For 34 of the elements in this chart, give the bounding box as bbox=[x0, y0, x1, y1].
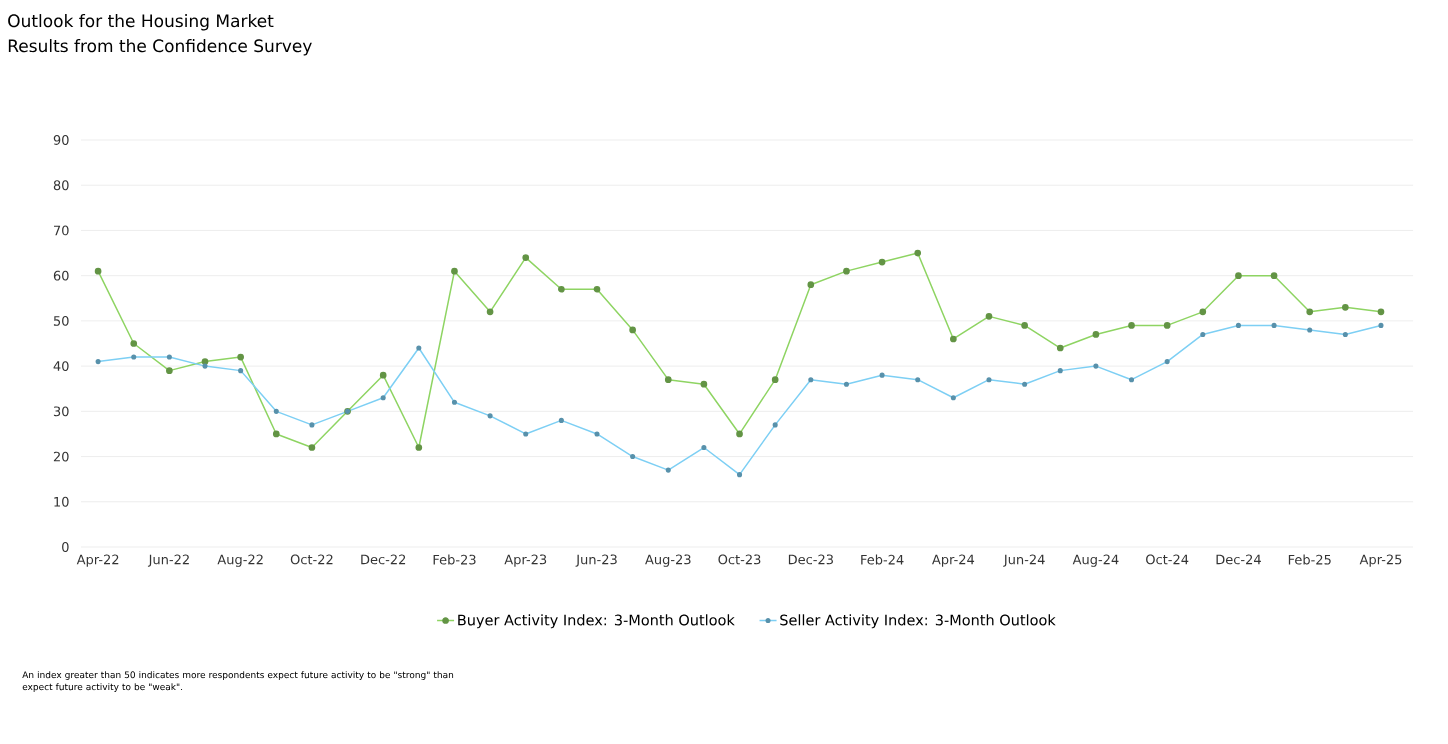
y-tick-label: 0 bbox=[62, 542, 69, 552]
x-tick-label: Apr-22 bbox=[76, 554, 119, 567]
x-tick-label: Apr-25 bbox=[1359, 554, 1402, 567]
x-tick-label: Dec-22 bbox=[361, 554, 406, 565]
x-tick-label: Apr-23 bbox=[504, 554, 547, 567]
y-tick-label: 90 bbox=[53, 135, 69, 145]
x-tick-label: Jun-22 bbox=[147, 554, 189, 567]
y-tick-label: 10 bbox=[54, 496, 69, 507]
y-tick-label: 80 bbox=[53, 180, 69, 191]
chart-title: Outlook for the Housing Market bbox=[8, 14, 274, 31]
x-tick-label: Feb-25 bbox=[1288, 554, 1331, 565]
y-tick-label: 20 bbox=[53, 451, 69, 462]
x-tick-label: Feb-23 bbox=[433, 554, 476, 565]
chart-subtitle: Results from the Confidence Survey bbox=[8, 39, 312, 56]
x-tick-label: Dec-24 bbox=[1216, 554, 1261, 565]
x-tick-label: Aug-23 bbox=[645, 554, 691, 567]
x-tick-label: Apr-24 bbox=[932, 554, 975, 567]
y-tick-label: 30 bbox=[53, 406, 69, 417]
text: An index greater than 50 indicates more respondents expect future activity to be "strong" than expect future activity to be "weak". bbox=[22, 671, 454, 692]
x-tick-label: Aug-24 bbox=[1072, 554, 1119, 567]
y-tick-label: 60 bbox=[53, 270, 69, 281]
x-tick-label: Jun-23 bbox=[575, 554, 617, 567]
y-tick-label: 50 bbox=[53, 315, 69, 326]
x-tick-label: Dec-23 bbox=[788, 554, 833, 565]
x-tick-label: Aug-22 bbox=[217, 554, 263, 567]
x-tick-label: Oct-24 bbox=[1146, 554, 1189, 565]
legend-label: Buyer Activity Index: 3-Month Outlook bbox=[458, 614, 735, 629]
legend-label: Seller Activity Index: 3-Month Outlook bbox=[780, 614, 1056, 629]
x-tick-label: Feb-24 bbox=[861, 554, 904, 565]
x-tick-label: Oct-22 bbox=[290, 554, 333, 565]
y-tick-label: 70 bbox=[54, 225, 69, 236]
x-tick-label: Oct-23 bbox=[718, 554, 761, 565]
x-tick-label: Jun-24 bbox=[1003, 554, 1045, 567]
y-tick-label: 40 bbox=[53, 361, 69, 372]
